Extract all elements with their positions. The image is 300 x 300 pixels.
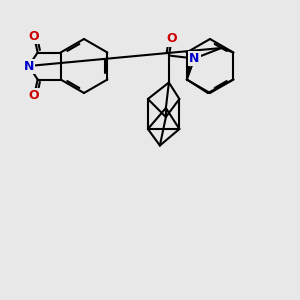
Text: N: N <box>23 59 34 73</box>
Text: O: O <box>29 30 39 43</box>
Text: O: O <box>167 32 177 46</box>
Text: N: N <box>189 52 200 65</box>
Text: O: O <box>29 89 39 102</box>
